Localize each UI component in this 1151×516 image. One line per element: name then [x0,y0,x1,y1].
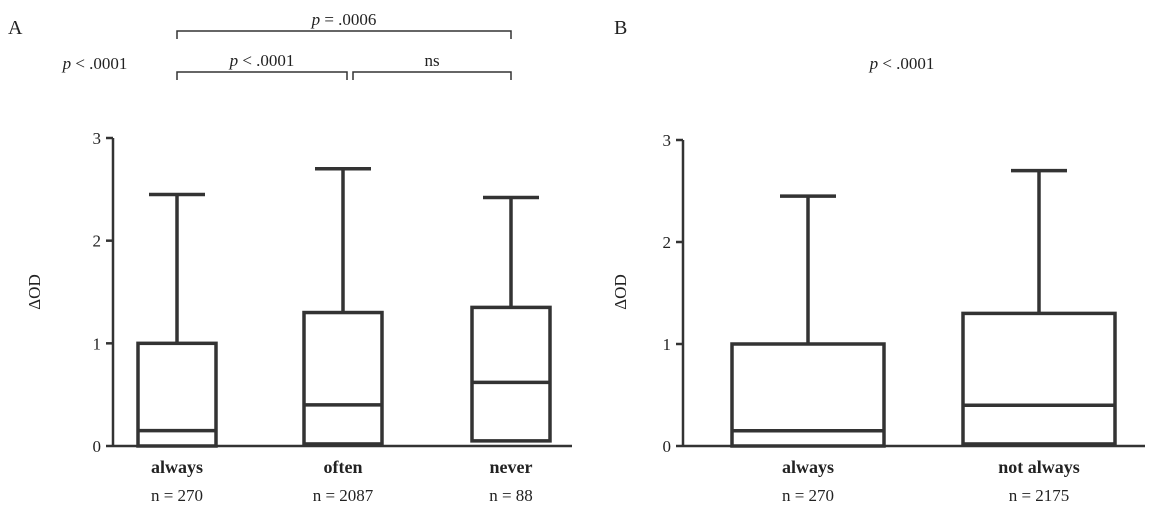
category-label: always [151,457,203,477]
box-often [302,167,384,446]
iqr-box [730,342,886,448]
category-label: always [782,457,834,477]
category-label: never [490,457,533,477]
n-label: n = 2087 [313,486,374,505]
comparison-p-value: p < .0001 [229,51,295,70]
box-not-always [961,168,1117,446]
panel-b: Bp < .0001 ΔOD 0 1 2 3 always n = 270 not always… [611,17,1145,505]
bracket-line [176,71,348,80]
box-always [136,192,218,448]
y-tick-label: 2 [663,233,672,252]
y-tick-label: 0 [663,437,672,456]
box-never [470,195,552,443]
comparison-p-value: ns [424,51,439,70]
category-label: not always [998,457,1080,477]
y-tick-label: 3 [663,131,672,150]
comparison-bracket: p = .0006 [176,10,512,39]
y-tick-label: 1 [93,334,102,353]
y-axis-label: ΔOD [611,274,630,310]
n-label: n = 270 [151,486,203,505]
y-tick-label: 2 [93,232,102,251]
iqr-box [136,341,218,448]
iqr-box [302,310,384,446]
iqr-box [470,305,552,443]
bracket-line [176,30,512,39]
y-tick-label: 3 [93,129,102,148]
comparison-bracket: p < .0001 [176,51,348,80]
y-tick-label: 0 [93,437,102,456]
n-label: n = 2175 [1009,486,1070,505]
overall-p-value: p < .0001 [869,54,935,73]
n-label: n = 270 [782,486,834,505]
box-always [730,194,886,448]
bracket-line [352,71,512,80]
iqr-box [961,311,1117,446]
panel-label: A [8,17,23,39]
panel-a: Ap < .0001 ΔOD 0 1 2 3 always n = 270 often n = 2… [8,10,572,505]
overall-p-value: p < .0001 [62,54,128,73]
comparison-bracket: ns [352,51,512,80]
comparison-p-value: p = .0006 [311,10,377,29]
n-label: n = 88 [489,486,533,505]
y-tick-label: 1 [663,335,672,354]
category-label: often [324,457,363,477]
y-axis-label: ΔOD [25,274,44,310]
panel-label: B [614,17,627,39]
